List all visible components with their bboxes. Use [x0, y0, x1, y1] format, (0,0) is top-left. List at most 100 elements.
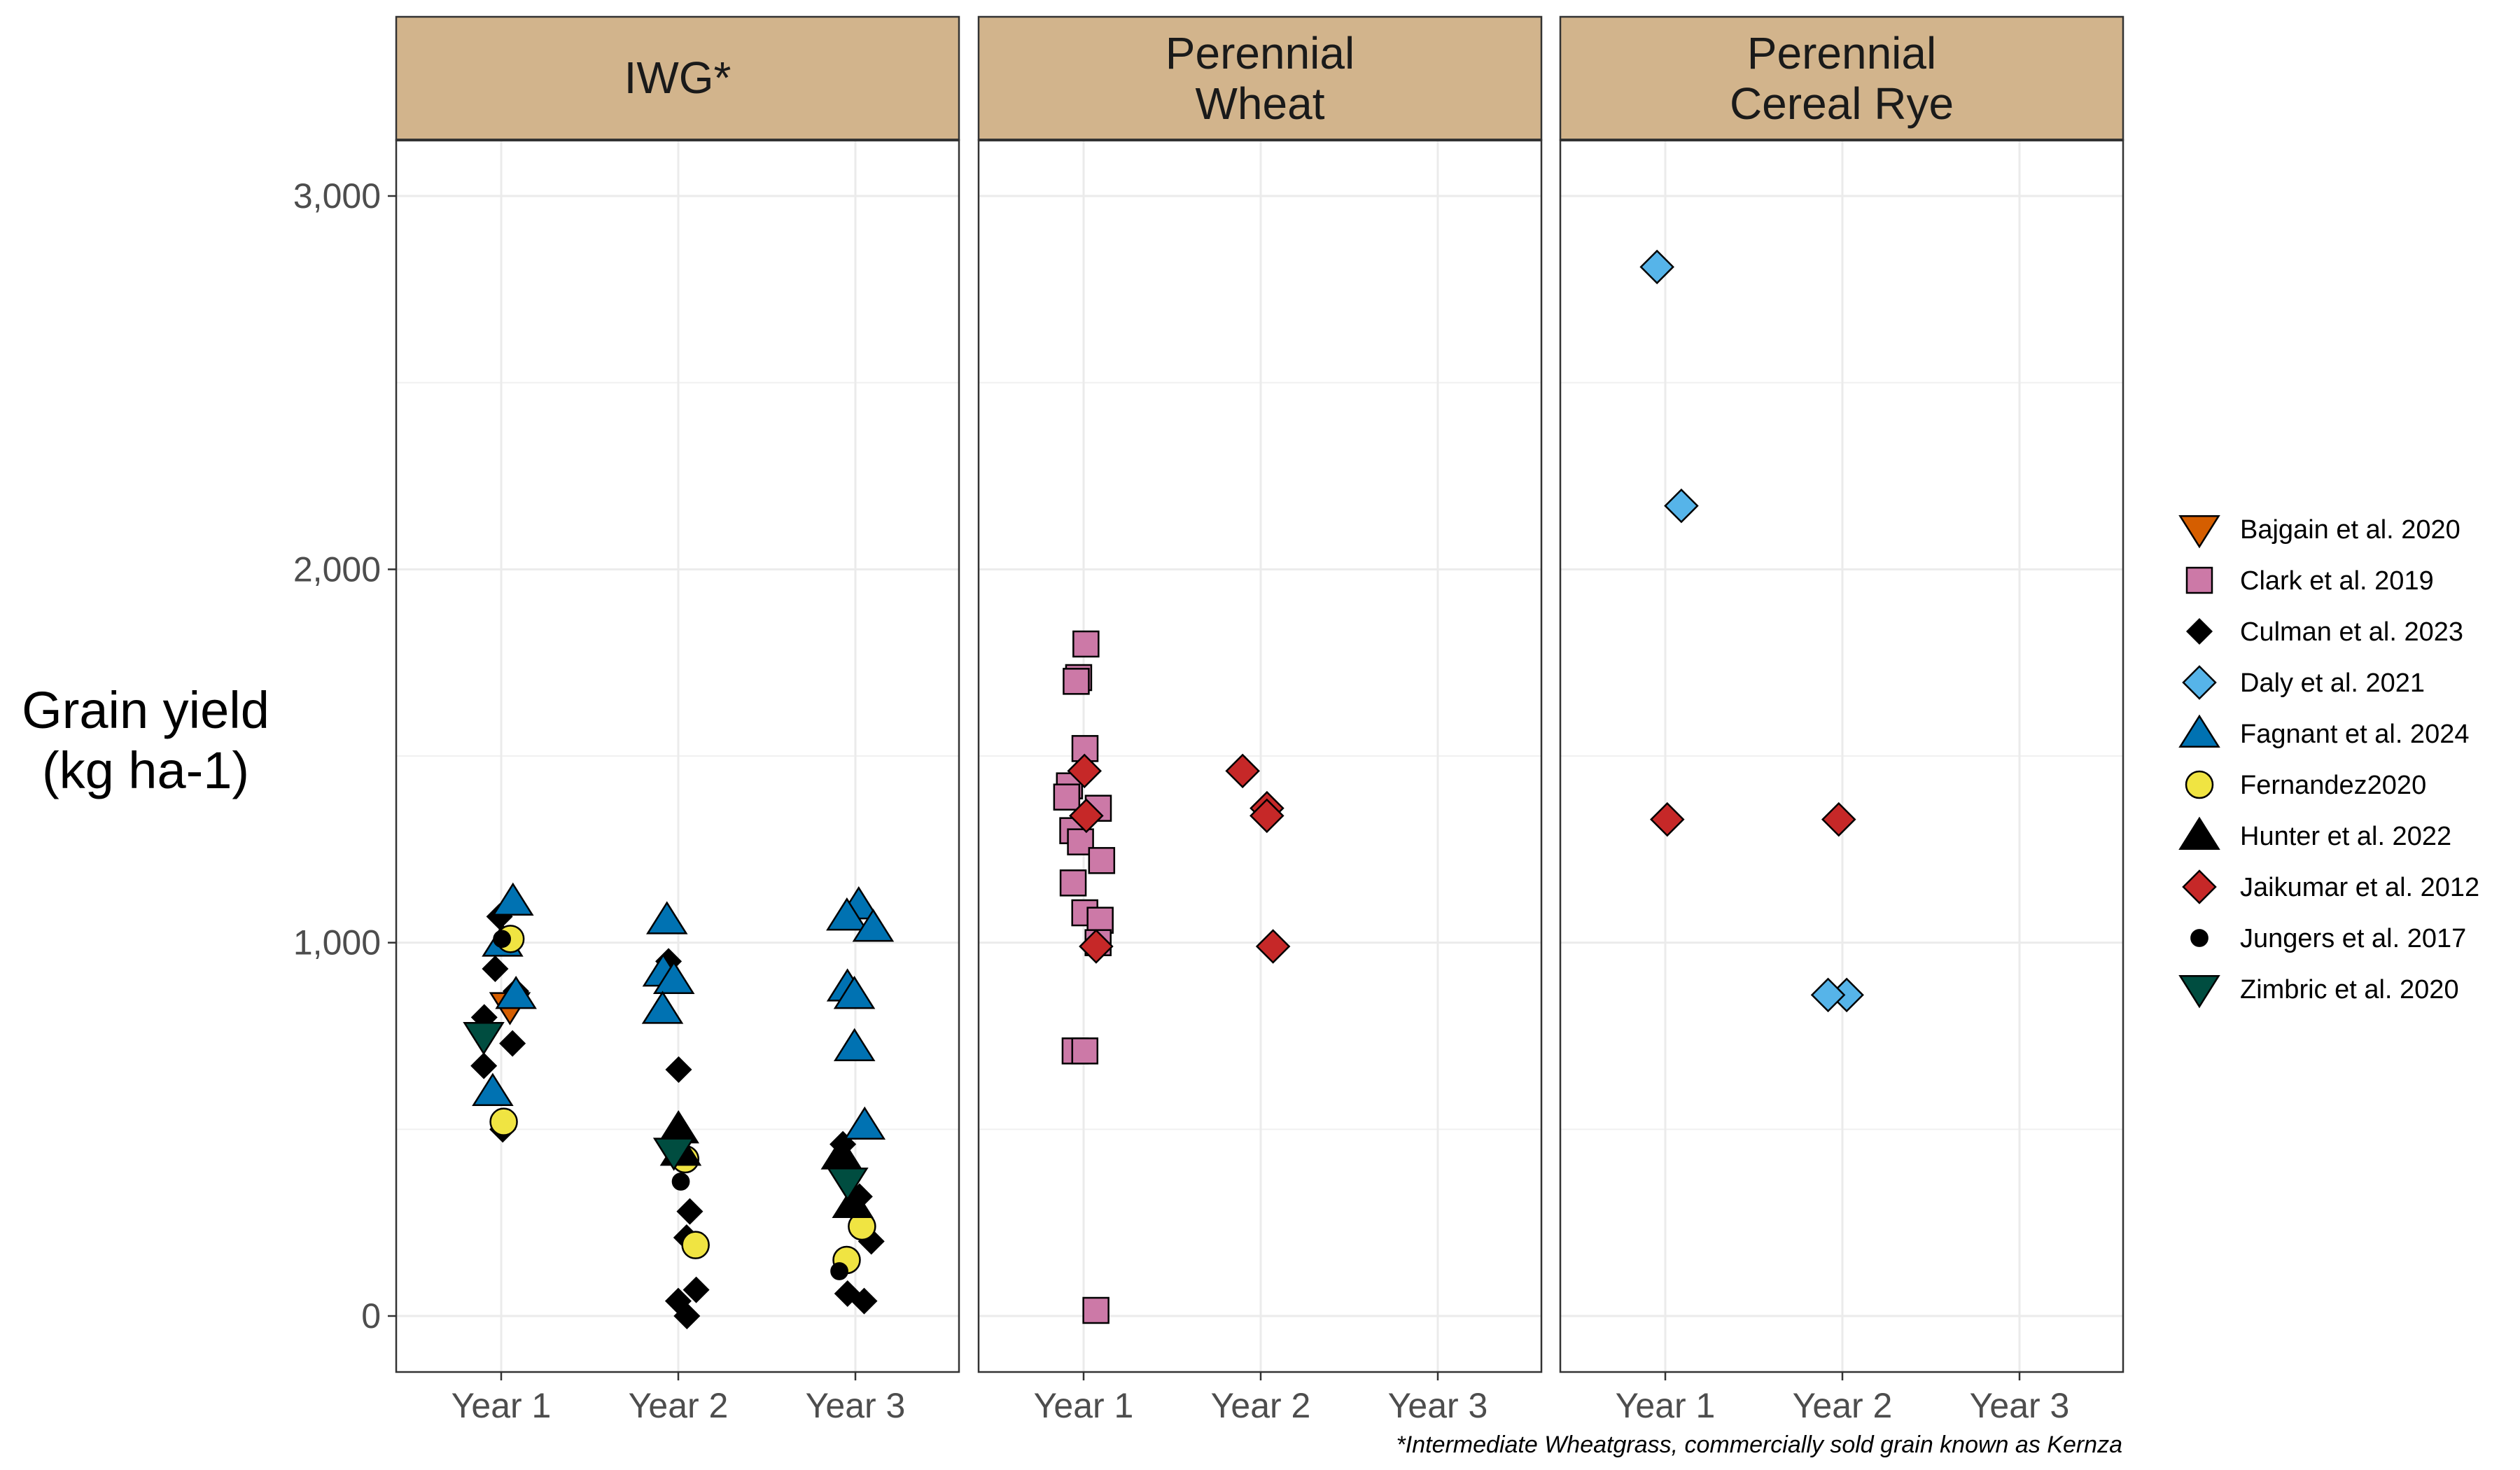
data-point: [1072, 630, 1100, 658]
data-point: [827, 1168, 869, 1201]
legend-label: Bajgain et al. 2020: [2240, 515, 2460, 545]
facet-strip-label: IWG*: [624, 52, 732, 103]
data-point: [844, 1106, 886, 1140]
y-tick-label: 2,000: [293, 550, 381, 589]
data-point: [1250, 798, 1284, 834]
data-point: [1650, 802, 1685, 837]
legend-item: Bajgain et al. 2020: [2178, 515, 2460, 549]
x-tick-label: Year 1: [1616, 1386, 1716, 1425]
legend-label: Jaikumar et al. 2012: [2240, 873, 2479, 902]
data-point: [1059, 869, 1087, 897]
legend-key: [2178, 714, 2220, 748]
legend-label: Fagnant et al. 2024: [2240, 720, 2469, 749]
legend-item: Fagnant et al. 2024: [2178, 714, 2469, 749]
x-tick-label: Year 1: [451, 1386, 552, 1425]
legend-key: [2190, 929, 2208, 947]
data-point: [1639, 249, 1674, 285]
x-tick-label: Year 3: [1970, 1386, 2070, 1425]
data-point: [682, 1276, 710, 1303]
facet-panel: IWG* Year 1 Year 2 Year 3: [395, 15, 960, 1425]
data-point: [1255, 929, 1291, 964]
y-axis-title: Grain yield: [22, 681, 270, 739]
data-point: [673, 1302, 701, 1330]
data-point: [1069, 798, 1104, 834]
data-point: [1821, 802, 1856, 837]
legend: Bajgain et al. 2020 Clark et al. 2019 Culm…: [2178, 515, 2479, 1009]
data-point: [676, 1198, 704, 1225]
data-point: [1086, 906, 1114, 934]
x-tick-label: Year 1: [1034, 1386, 1134, 1425]
data-point: [665, 1056, 692, 1084]
data-point: [499, 1030, 526, 1057]
legend-key: [2178, 816, 2220, 850]
data-point: [833, 1028, 876, 1061]
data-point: [1067, 753, 1102, 789]
facet-strip: [395, 15, 960, 141]
y-tick-label: 3,000: [293, 176, 381, 216]
data-point: [1079, 929, 1114, 964]
x-tick-label: Year 2: [629, 1386, 729, 1425]
data-point: [472, 1072, 514, 1106]
data-point: [1053, 783, 1081, 811]
data-points: [463, 249, 1864, 1330]
data-point: [826, 897, 868, 931]
data-point: [641, 990, 684, 1024]
legend-label: Fernandez2020: [2240, 771, 2426, 800]
data-point: [646, 901, 688, 934]
data-point: [492, 882, 534, 916]
legend-label: Clark et al. 2019: [2240, 566, 2434, 596]
x-tick-label: Year 2: [1793, 1386, 1893, 1425]
legend-label: Jungers et al. 2017: [2240, 924, 2466, 953]
data-point: [852, 908, 895, 942]
facet-strip-label: Cereal Rye: [1730, 78, 1954, 129]
data-point: [652, 1138, 695, 1171]
legend-item: Clark et al. 2019: [2185, 566, 2434, 596]
data-point: [652, 960, 695, 994]
data-point: [830, 1262, 848, 1280]
data-point: [671, 1172, 690, 1191]
legend-key: [2185, 617, 2213, 645]
legend-item: Daly et al. 2021: [2182, 665, 2425, 700]
data-point: [463, 1022, 505, 1056]
legend-item: Jungers et al. 2017: [2190, 924, 2466, 953]
legend-item: Jaikumar et al. 2012: [2182, 869, 2479, 904]
legend-label: Zimbric et al. 2020: [2240, 975, 2459, 1004]
data-point: [495, 975, 537, 1009]
data-point: [1063, 668, 1090, 695]
data-point: [1225, 753, 1260, 789]
data-point: [1664, 488, 1699, 524]
legend-item: Zimbric et al. 2020: [2178, 975, 2459, 1009]
x-tick-label: Year 3: [806, 1386, 906, 1425]
legend-key: [2185, 770, 2214, 799]
data-point: [832, 1184, 874, 1218]
legend-key: [2182, 869, 2217, 904]
facet-strip: [1559, 15, 2124, 141]
caption: *Intermediate Wheatgrass, commercially s…: [1396, 1432, 2122, 1458]
legend-item: Fernandez2020: [2185, 770, 2426, 800]
y-axis: 0 1,000 2,000 3,000: [293, 176, 396, 1336]
x-tick-label: Year 2: [1211, 1386, 1311, 1425]
data-point: [489, 1107, 518, 1136]
facet-strip-label: Wheat: [1196, 78, 1325, 129]
data-point: [1810, 977, 1846, 1013]
legend-item: Culman et al. 2023: [2185, 617, 2463, 647]
data-point: [493, 930, 511, 948]
y-tick-label: 0: [361, 1296, 381, 1336]
y-axis-title-unit: (kg ha-1): [42, 741, 249, 799]
x-tick-label: Year 3: [1388, 1386, 1488, 1425]
legend-label: Culman et al. 2023: [2240, 617, 2463, 647]
legend-key: [2185, 566, 2213, 594]
facet-strip-label: Perennial: [1166, 28, 1354, 78]
y-tick-label: 1,000: [293, 923, 381, 962]
data-point: [1071, 1037, 1099, 1065]
data-point: [681, 1231, 710, 1259]
legend-label: Daly et al. 2021: [2240, 668, 2425, 698]
legend-key: [2178, 515, 2220, 549]
legend-label: Hunter et al. 2022: [2240, 822, 2451, 851]
legend-item: Hunter et al. 2022: [2178, 816, 2451, 851]
legend-key: [2182, 665, 2217, 700]
